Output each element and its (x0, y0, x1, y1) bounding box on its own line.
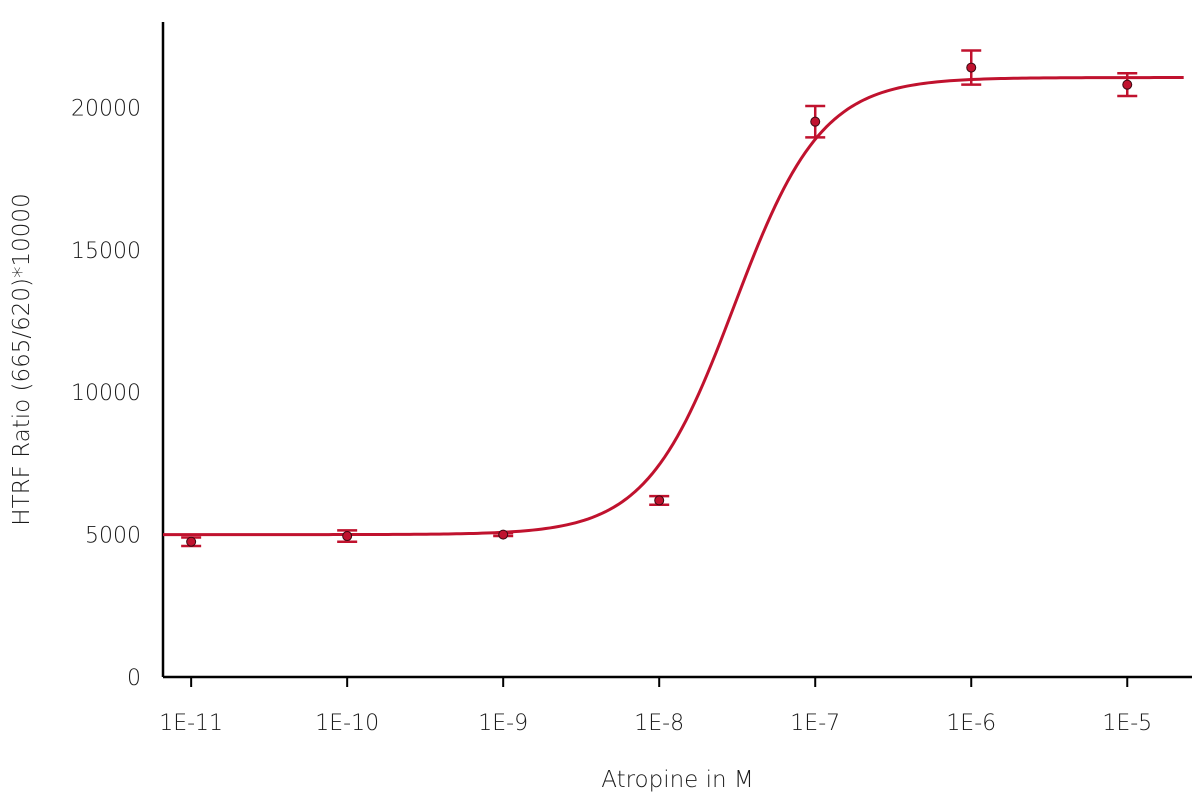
data-point (810, 116, 821, 127)
data-point-group (337, 529, 358, 543)
x-tick-label: 1E-5 (1102, 711, 1152, 736)
plot-area (163, 49, 1184, 548)
data-point (1122, 79, 1133, 90)
data-point (186, 536, 197, 547)
data-point-group (493, 529, 514, 540)
y-tick-label: 15000 (71, 239, 141, 264)
data-point-group (1117, 72, 1138, 98)
x-tick-label: 1E-9 (478, 711, 528, 736)
data-point (342, 531, 353, 542)
fit-curve (163, 76, 1184, 537)
data-point-group (805, 104, 826, 139)
x-axis-title: Atropine in M (601, 767, 754, 793)
y-axis-ticks: 0 5000 10000 15000 20000 (71, 96, 141, 691)
y-tick-label: 20000 (71, 96, 141, 121)
x-tick-label: 1E-11 (159, 711, 223, 736)
x-tick-label: 1E-8 (634, 711, 684, 736)
x-tick-label: 1E-6 (946, 711, 996, 736)
data-point (966, 62, 977, 73)
y-axis-title: HTRF Ratio (665/620)*10000 (9, 193, 35, 525)
x-tick-label: 1E-10 (315, 711, 379, 736)
data-point-group (961, 49, 982, 86)
data-point (654, 495, 665, 506)
y-tick-label: 0 (127, 666, 141, 691)
x-tick-label: 1E-7 (790, 711, 840, 736)
y-tick-label: 10000 (71, 381, 141, 406)
data-point (498, 529, 509, 540)
data-point-group (181, 536, 202, 548)
axes (161, 22, 1192, 679)
y-tick-label: 5000 (85, 524, 141, 549)
x-axis-ticks: 1E-11 1E-10 1E-9 1E-8 1E-7 1E-6 1E-5 (159, 677, 1152, 736)
data-point-group (649, 494, 670, 506)
